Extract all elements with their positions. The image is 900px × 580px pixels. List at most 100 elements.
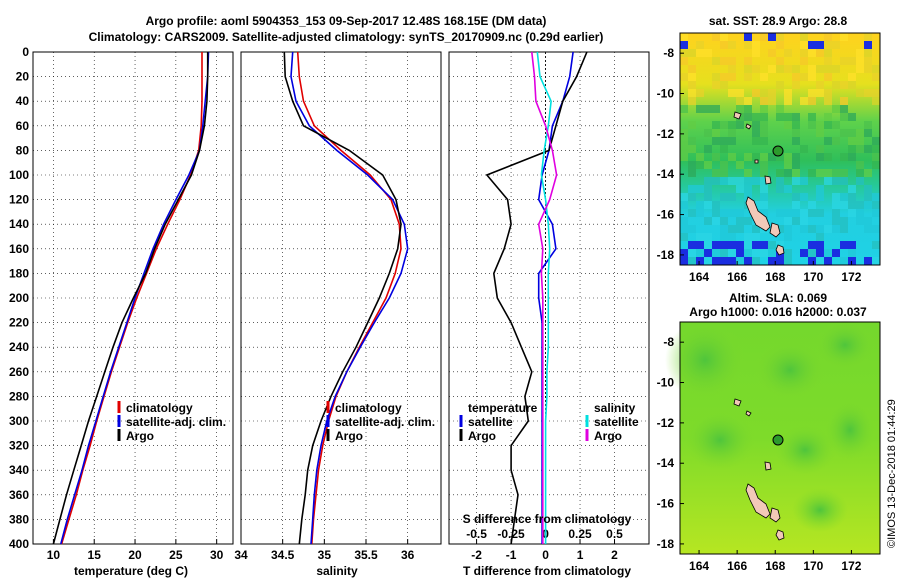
sst-pixel [720, 233, 728, 241]
sst-pixel [760, 209, 768, 217]
sst-pixel [704, 105, 712, 113]
sst-pixel [800, 209, 808, 217]
sst-pixel [872, 241, 880, 249]
sst-pixel [864, 185, 872, 193]
difference-plot: -2 -1 0 1 2-0.5 -0.25 0 0.25 0.5 [449, 51, 649, 562]
island-shape [775, 244, 785, 256]
sst-pixel [760, 249, 768, 257]
t-difference-axis-label: T difference from climatology [463, 564, 631, 578]
sst-missing-pixel [736, 241, 744, 249]
sst-pixel [736, 225, 744, 233]
series-line-s-satellite [536, 51, 552, 544]
y-tick-label: 400 [9, 537, 29, 551]
sst-pixel [744, 105, 752, 113]
sst-pixel [776, 177, 784, 185]
sst-pixel [840, 113, 848, 121]
sst-pixel [864, 169, 872, 177]
sst-pixel [736, 121, 744, 129]
sst-missing-pixel [744, 33, 752, 41]
y-tick-label: -12 [657, 127, 675, 141]
y-tick-label: 200 [9, 291, 29, 305]
sst-pixel [696, 153, 704, 161]
sst-pixel [856, 209, 864, 217]
x-tick-label: 0 [542, 548, 549, 562]
sst-missing-pixel [776, 257, 784, 265]
sst-pixel [680, 201, 688, 209]
y-tick-label: -8 [663, 335, 674, 349]
sst-pixel [752, 113, 760, 121]
sst-pixel [760, 161, 768, 169]
sst-pixel [736, 177, 744, 185]
sst-pixel [792, 153, 800, 161]
sst-pixel [712, 81, 720, 89]
sst-missing-pixel [864, 257, 872, 265]
legend-argo: Argo [335, 429, 363, 443]
sst-pixel [872, 137, 880, 145]
sst-missing-pixel [808, 257, 816, 265]
y-tick-label: -16 [657, 497, 675, 511]
legend-t-argo: Argo [468, 429, 496, 443]
y-tick-label: 380 [9, 512, 29, 526]
sst-pixel [856, 161, 864, 169]
sst-pixel [840, 105, 848, 113]
sst-pixel [760, 193, 768, 201]
sst-pixel [816, 193, 824, 201]
sst-pixel [808, 209, 816, 217]
y-tick-label: 0 [22, 45, 29, 59]
sst-pixel [864, 217, 872, 225]
sst-pixel [696, 185, 704, 193]
sst-pixel [792, 137, 800, 145]
sst-pixel [752, 153, 760, 161]
sst-pixel [864, 129, 872, 137]
sst-pixel [856, 137, 864, 145]
sst-pixel [840, 129, 848, 137]
x-tick-label: 15 [88, 548, 102, 562]
sst-pixel [872, 73, 880, 81]
sst-missing-pixel [808, 241, 816, 249]
sst-pixel [824, 73, 832, 81]
sst-pixel [800, 217, 808, 225]
sst-missing-pixel [816, 41, 824, 49]
sst-missing-pixel [680, 257, 688, 265]
sst-pixel [816, 89, 824, 97]
sst-pixel [792, 169, 800, 177]
sst-pixel [800, 41, 808, 49]
sst-pixel [792, 65, 800, 73]
sst-pixel [728, 225, 736, 233]
sst-pixel [784, 161, 792, 169]
island-shape [745, 410, 752, 417]
sst-pixel [816, 225, 824, 233]
sst-pixel [760, 153, 768, 161]
sst-pixel [816, 129, 824, 137]
sst-pixel [752, 137, 760, 145]
y-tick-label: 80 [16, 143, 30, 157]
sst-pixel [776, 81, 784, 89]
sst-pixel [840, 217, 848, 225]
sst-pixel [800, 145, 808, 153]
sst-pixel [832, 65, 840, 73]
sst-pixel [872, 225, 880, 233]
sst-pixel [864, 121, 872, 129]
x-tick-label: 35.5 [354, 548, 378, 562]
island-shape [775, 529, 785, 541]
difference-legend: temperature satellite Argo salinity sate… [459, 401, 639, 443]
sst-pixel [712, 209, 720, 217]
sst-pixel [784, 249, 792, 257]
y-tick-label: -14 [657, 167, 675, 181]
sst-pixel [704, 241, 712, 249]
sst-pixel [688, 137, 696, 145]
argo-float-marker [772, 434, 784, 446]
legend-argo: Argo [126, 429, 154, 443]
salinity-axis-label: salinity [316, 564, 358, 578]
y-tick-label: 180 [9, 266, 29, 280]
sst-pixel [720, 249, 728, 257]
sst-pixel [864, 49, 872, 57]
sst-pixel [752, 65, 760, 73]
sst-pixel [744, 169, 752, 177]
x-tick-label: 34 [234, 548, 248, 562]
sst-pixel [872, 161, 880, 169]
sst-missing-pixel [720, 241, 728, 249]
s-tick-label: 0.5 [606, 527, 623, 541]
sst-pixel [864, 57, 872, 65]
sst-pixel [816, 233, 824, 241]
